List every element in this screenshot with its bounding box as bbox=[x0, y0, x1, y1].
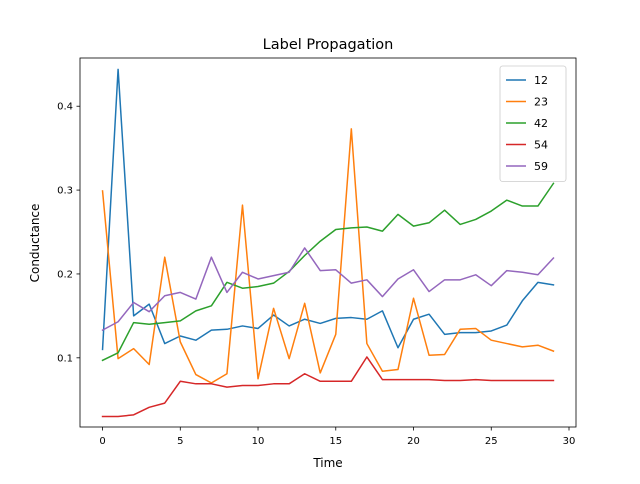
x-axis-label: Time bbox=[312, 456, 342, 470]
legend: 12 23 42 54 59 bbox=[499, 65, 567, 182]
y-tick-label: 0.2 bbox=[57, 269, 73, 280]
series-line-54 bbox=[101, 356, 555, 418]
legend-box bbox=[499, 65, 567, 182]
y-axis-label: Conductance bbox=[28, 204, 42, 283]
chart-title: Label Propagation bbox=[263, 37, 394, 53]
y-tick-label: 0.4 bbox=[57, 102, 73, 113]
plot-area: 0 5 10 15 20 25 30 0.1 0.2 0.3 0.4 12 23 42 54 59 bbox=[57, 57, 577, 447]
y-tick-label: 0.1 bbox=[57, 353, 73, 364]
series-line-59 bbox=[101, 247, 555, 332]
y-tick-label: 0.3 bbox=[57, 186, 73, 197]
legend-label-23: 23 bbox=[534, 96, 548, 109]
legend-label-54: 54 bbox=[534, 139, 548, 152]
x-tick-label: 15 bbox=[329, 436, 342, 447]
x-tick-label: 20 bbox=[407, 436, 420, 447]
x-tick-label: 10 bbox=[252, 436, 265, 447]
x-tick-label: 25 bbox=[485, 436, 498, 447]
legend-label-59: 59 bbox=[534, 160, 548, 173]
plot-frame bbox=[79, 57, 577, 428]
series-line-23 bbox=[101, 128, 555, 384]
series-line-42 bbox=[101, 182, 555, 362]
x-tick-label: 30 bbox=[563, 436, 576, 447]
x-tick-label: 5 bbox=[177, 436, 183, 447]
legend-label-42: 42 bbox=[534, 117, 548, 130]
x-tick-label: 0 bbox=[99, 436, 105, 447]
legend-label-12: 12 bbox=[534, 74, 548, 87]
series-line-12 bbox=[101, 68, 555, 351]
